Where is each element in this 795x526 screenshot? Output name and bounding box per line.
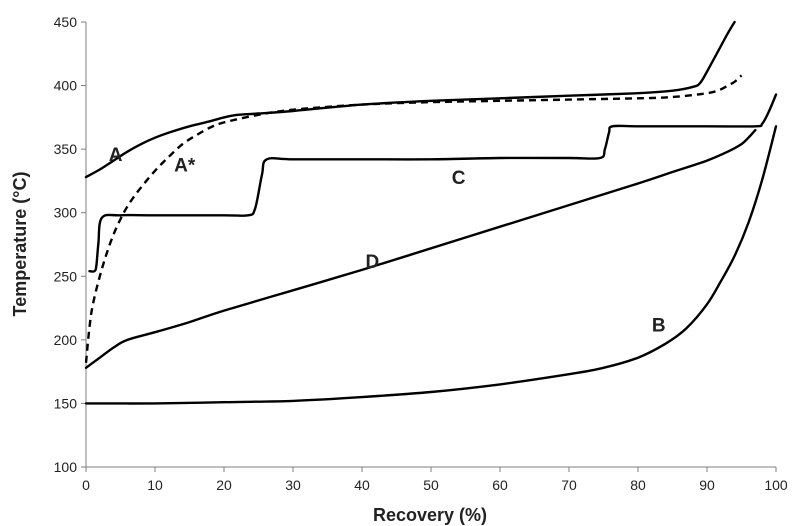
series-line-a-star bbox=[84, 74, 743, 363]
curve-label: A* bbox=[174, 155, 196, 176]
series-line-c bbox=[88, 93, 778, 273]
series-line-d bbox=[84, 128, 757, 369]
x-tick-label: 30 bbox=[285, 477, 301, 493]
chart-series bbox=[84, 20, 778, 405]
curve-labels: A A* C D B bbox=[109, 145, 666, 336]
y-tick-label: 150 bbox=[54, 395, 78, 411]
curve-label: A bbox=[109, 145, 123, 166]
curve-label: B bbox=[652, 316, 666, 337]
x-tick-label: 50 bbox=[423, 477, 439, 493]
series-line-a bbox=[84, 20, 736, 179]
chart-axes bbox=[85, 22, 776, 468]
x-tick-label: 100 bbox=[764, 477, 788, 493]
y-tick-label: 200 bbox=[54, 332, 78, 348]
x-tick-label: 20 bbox=[216, 477, 232, 493]
x-tick-label: 70 bbox=[561, 477, 577, 493]
y-tick-label: 450 bbox=[54, 14, 78, 30]
curve-label: C bbox=[452, 168, 466, 189]
y-tick-label: 100 bbox=[54, 459, 78, 475]
y-tick-label: 400 bbox=[54, 78, 78, 94]
y-tick-label: 300 bbox=[54, 205, 78, 221]
x-tick-label: 80 bbox=[630, 477, 646, 493]
series-line-b bbox=[84, 125, 778, 405]
y-axis-title: Temperature (°C) bbox=[10, 172, 30, 317]
x-axis-title: Recovery (%) bbox=[373, 505, 487, 525]
x-axis-ticks: 0 10 20 30 40 50 60 70 80 90 100 bbox=[82, 467, 788, 493]
y-tick-label: 250 bbox=[54, 268, 78, 284]
x-tick-label: 90 bbox=[699, 477, 715, 493]
y-tick-label: 350 bbox=[54, 141, 78, 157]
y-axis-ticks: 100 150 200 250 300 350 400 450 bbox=[54, 14, 86, 475]
x-tick-label: 60 bbox=[492, 477, 508, 493]
x-tick-label: 10 bbox=[147, 477, 163, 493]
x-tick-label: 0 bbox=[82, 477, 90, 493]
x-tick-label: 40 bbox=[354, 477, 370, 493]
curve-label: D bbox=[365, 252, 379, 273]
